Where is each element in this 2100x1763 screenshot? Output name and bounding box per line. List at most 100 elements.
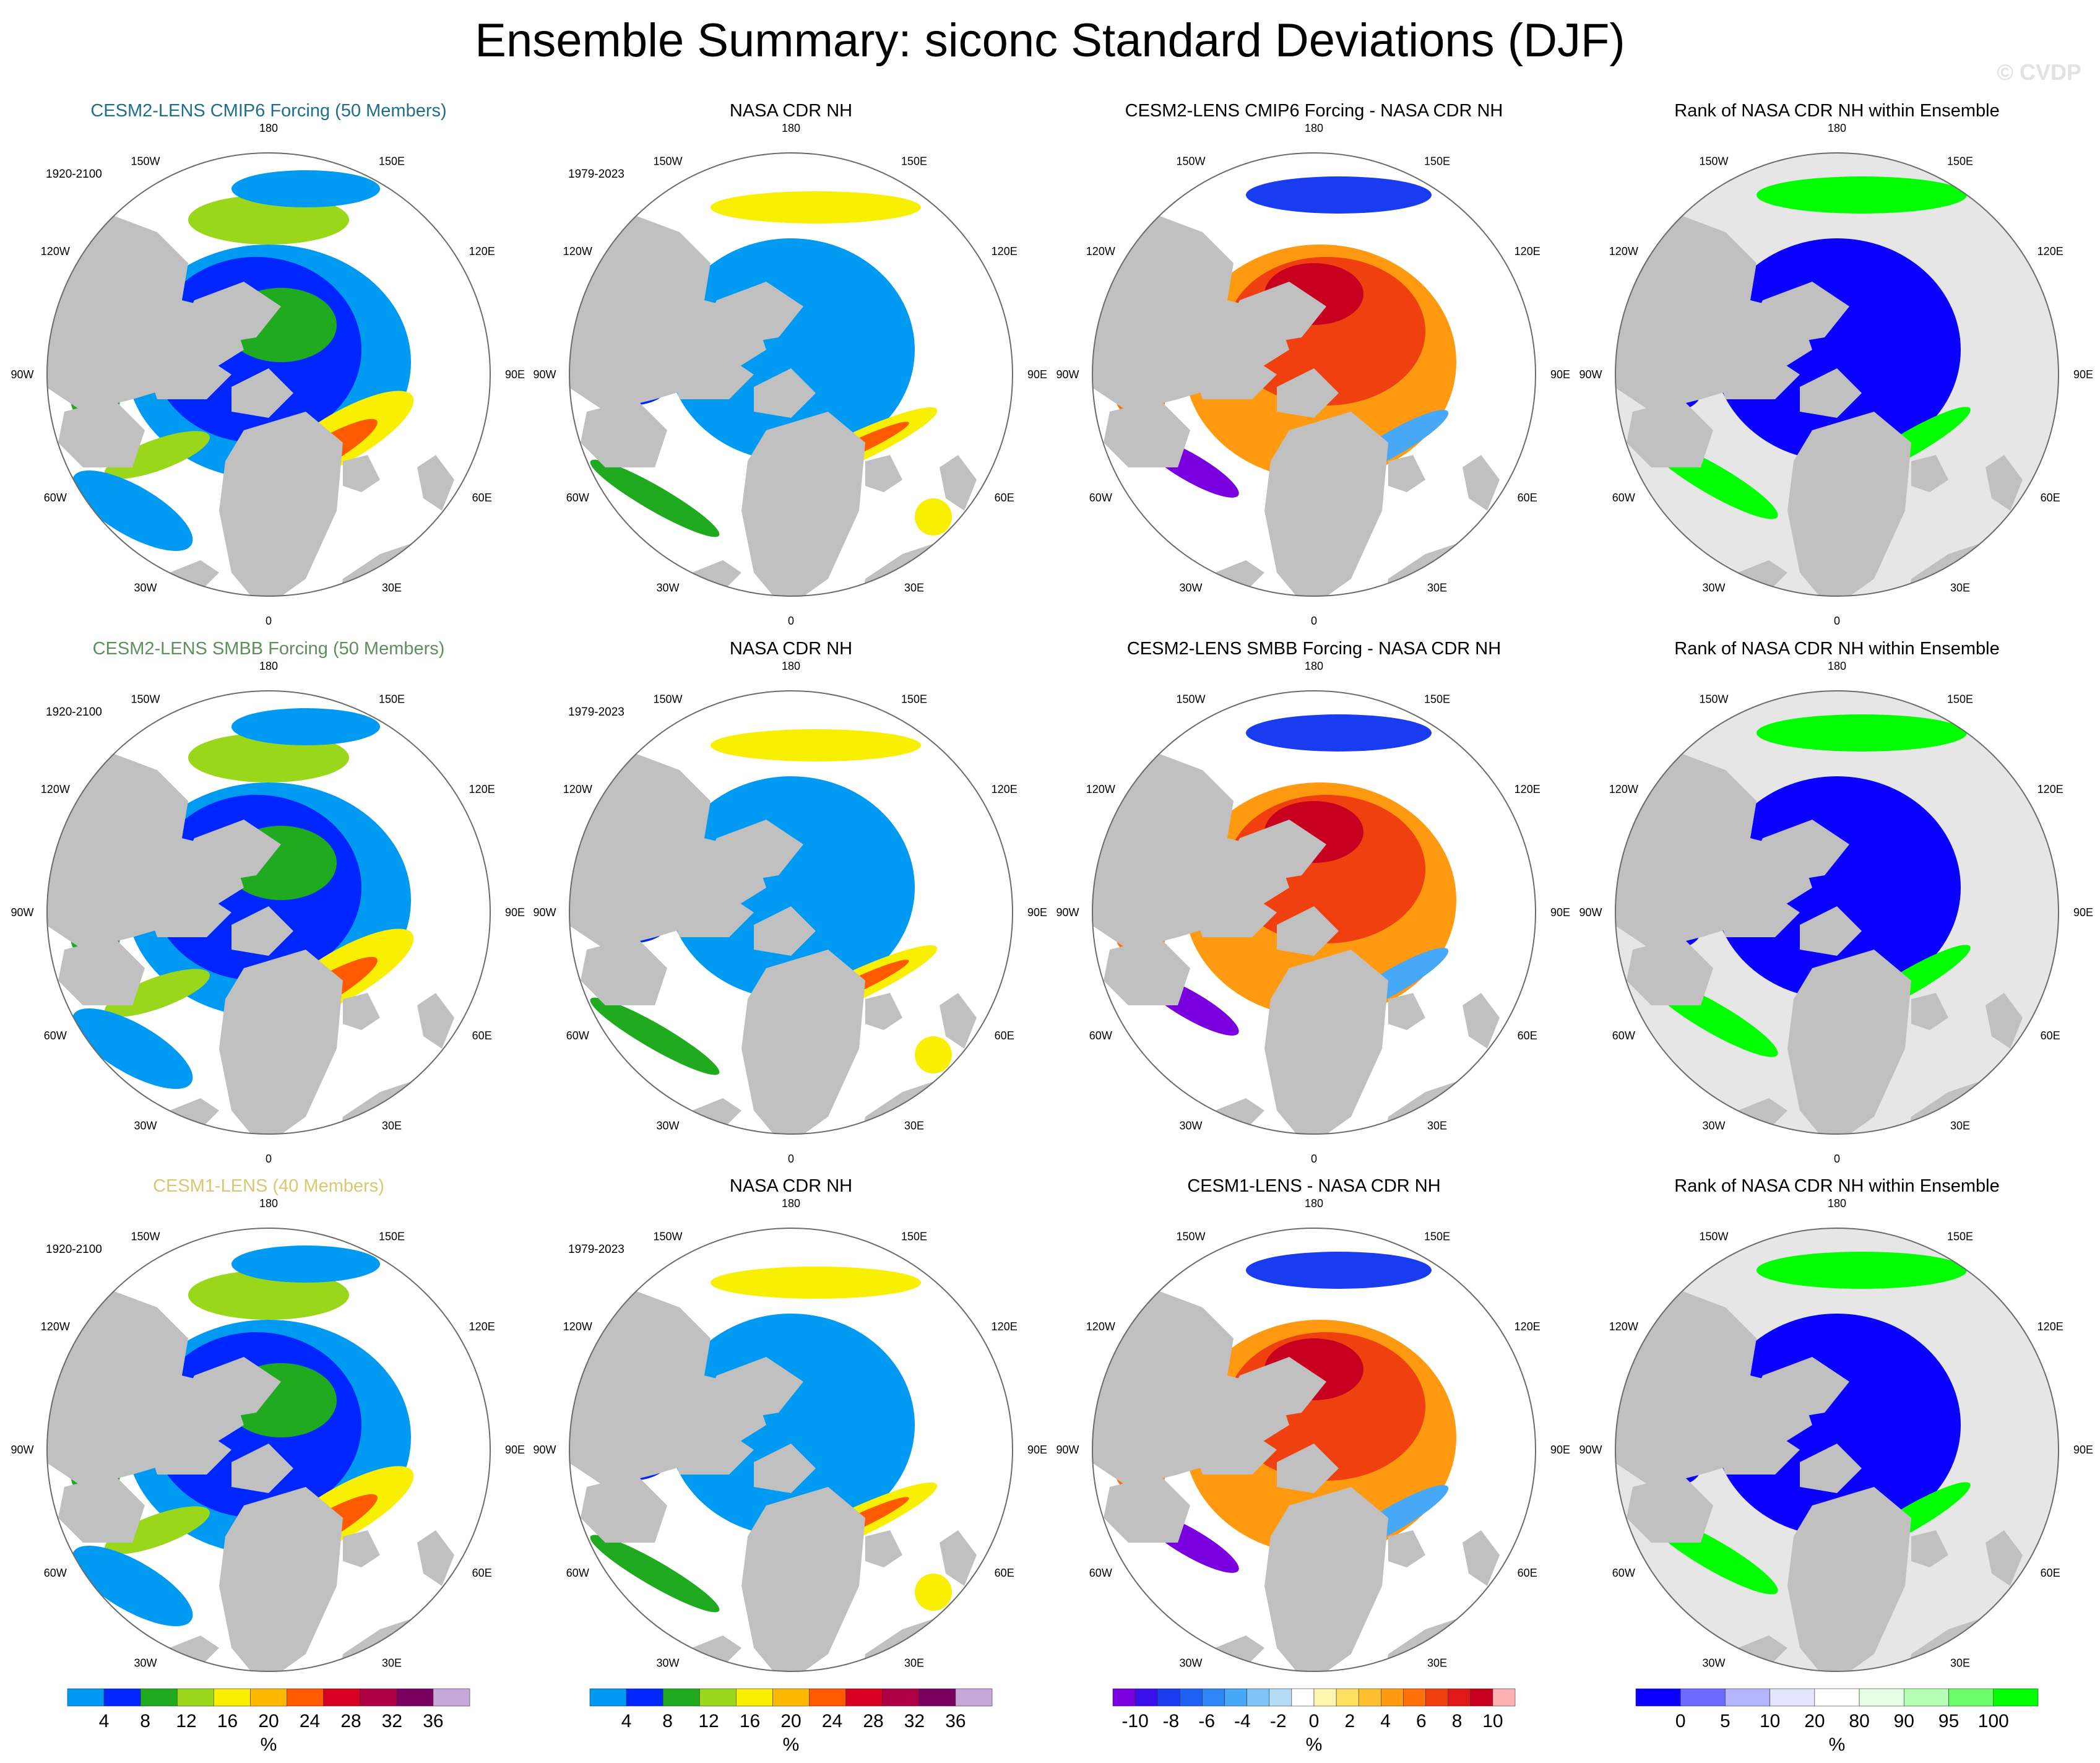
colorbar-swatch bbox=[1993, 1688, 2039, 1707]
panel-title: CESM1-LENS - NASA CDR NH bbox=[1187, 1176, 1441, 1196]
land-archipelago-3 bbox=[1277, 1444, 1339, 1493]
longitude-label: 90E bbox=[1550, 1444, 1570, 1456]
longitude-label: 120E bbox=[1515, 1320, 1540, 1333]
colorbar: -10 -8 -6 -4 -2 0 2 4 6 8 10% bbox=[1112, 1688, 1516, 1755]
land-archipelago-1 bbox=[1227, 820, 1326, 882]
ice-zone-baltic-obs bbox=[915, 1574, 952, 1611]
colorbar-swatch bbox=[1680, 1688, 1726, 1707]
land-russia-west bbox=[2023, 1049, 2059, 1111]
land-archipelago-1 bbox=[1750, 1357, 1849, 1419]
colorbar-swatch bbox=[1291, 1688, 1315, 1707]
longitude-label: 150W bbox=[1699, 155, 1728, 167]
colorbar-swatch bbox=[626, 1688, 663, 1707]
colorbar-swatch bbox=[1112, 1688, 1136, 1707]
land-archipelago-1 bbox=[1227, 1357, 1326, 1419]
land-archipelago-3 bbox=[1800, 906, 1862, 956]
colorbar-tick-label: -6 bbox=[1198, 1711, 1215, 1731]
longitude-label: 150W bbox=[1176, 693, 1205, 705]
longitude-label: 30W bbox=[656, 1120, 679, 1132]
colorbar-swatch bbox=[1635, 1688, 1681, 1707]
land-archipelago-1 bbox=[1750, 820, 1849, 882]
longitude-label: 60E bbox=[2041, 1029, 2060, 1042]
colorbar-swatch bbox=[1725, 1688, 1770, 1707]
longitude-label: 180 bbox=[1305, 660, 1323, 672]
longitude-label: 180 bbox=[782, 122, 800, 134]
colorbar-tick-label: 4 bbox=[1380, 1711, 1391, 1731]
land-archipelago-2 bbox=[1713, 350, 1800, 399]
polar-map: 180150E120E90E60E30E030W60W90W120W150W19… bbox=[533, 1197, 1047, 1702]
colorbar-swatch bbox=[772, 1688, 810, 1707]
longitude-label: 150E bbox=[1424, 1230, 1450, 1242]
longitude-label: 30E bbox=[382, 582, 402, 594]
colorbar-tick-label: 36 bbox=[945, 1711, 966, 1731]
land-russia-west bbox=[977, 1049, 1013, 1111]
ice-zone-siberia bbox=[188, 195, 349, 245]
longitude-label: 120W bbox=[41, 1320, 70, 1333]
land-archipelago-3 bbox=[1800, 368, 1862, 418]
land-russia-west bbox=[2023, 511, 2059, 573]
longitude-label: 90W bbox=[533, 368, 556, 381]
land-labrador bbox=[1104, 937, 1190, 1005]
longitude-label: 180 bbox=[1305, 122, 1323, 134]
panel-title: Rank of NASA CDR NH within Ensemble bbox=[1674, 639, 2000, 659]
land-archipelago-3 bbox=[1277, 906, 1339, 956]
ice-zone-baltic-obs bbox=[915, 1036, 952, 1073]
ice-zone-baltic-obs bbox=[915, 498, 952, 535]
land-novaya-zemlya bbox=[417, 1530, 454, 1586]
colorbar-swatch bbox=[589, 1688, 627, 1707]
longitude-label: 120W bbox=[563, 245, 592, 258]
map-content bbox=[47, 170, 490, 596]
longitude-label: 30W bbox=[1179, 1120, 1202, 1132]
land-svalbard bbox=[343, 455, 380, 492]
land-archipelago-1 bbox=[704, 1357, 803, 1419]
colorbar-swatch bbox=[736, 1688, 773, 1707]
ice-zone-siberia-obs bbox=[711, 729, 921, 761]
colorbar-tick-label: 80 bbox=[1849, 1711, 1869, 1731]
longitude-label: 30E bbox=[1427, 1120, 1447, 1132]
land-archipelago-3 bbox=[754, 906, 816, 956]
longitude-label: 30E bbox=[1427, 1657, 1447, 1670]
land-russia-west bbox=[454, 1586, 490, 1648]
longitude-label: 150W bbox=[1699, 1230, 1728, 1242]
colorbar-tick-label: 28 bbox=[340, 1711, 361, 1731]
colorbar-swatch bbox=[1269, 1688, 1292, 1707]
longitude-label: 150E bbox=[379, 155, 405, 167]
ice-zone-siberia-obs bbox=[711, 191, 921, 223]
longitude-label: 30W bbox=[1702, 582, 1725, 594]
longitude-label: 150E bbox=[1424, 693, 1450, 705]
colorbar-tick-label: 12 bbox=[176, 1711, 196, 1731]
longitude-label: 90E bbox=[505, 906, 525, 919]
colorbar-tick-label: 20 bbox=[1804, 1711, 1825, 1731]
land-svalbard bbox=[1388, 1530, 1425, 1567]
land-archipelago-2 bbox=[667, 350, 754, 399]
colorbar-swatch bbox=[955, 1688, 993, 1707]
map-boundary bbox=[46, 1228, 491, 1672]
colorbar-tick-label: 8 bbox=[662, 1711, 673, 1731]
colorbar-swatch bbox=[396, 1688, 434, 1707]
map-boundary bbox=[1615, 1228, 2059, 1672]
map-boundary bbox=[569, 690, 1013, 1135]
map-boundary bbox=[46, 690, 491, 1135]
longitude-label: 120W bbox=[1086, 245, 1115, 258]
colorbar-swatch bbox=[1425, 1688, 1448, 1707]
longitude-label: 150E bbox=[901, 693, 927, 705]
diff-field-blue-siberia bbox=[1246, 1252, 1432, 1289]
period-label: 1979-2023 bbox=[568, 168, 624, 181]
longitude-label: 150E bbox=[1947, 693, 1973, 705]
longitude-label: 90W bbox=[1579, 906, 1602, 919]
colorbar-swatch bbox=[1336, 1688, 1359, 1707]
colorbar-tick-label: 16 bbox=[740, 1711, 760, 1731]
longitude-label: 60E bbox=[1518, 492, 1537, 504]
longitude-label: 180 bbox=[1305, 1197, 1323, 1210]
longitude-label: 60W bbox=[566, 1567, 589, 1579]
land-archipelago-3 bbox=[754, 368, 816, 418]
land-archipelago-1 bbox=[704, 282, 803, 344]
colorbar-swatch bbox=[1157, 1688, 1180, 1707]
longitude-label: 90E bbox=[1550, 906, 1570, 919]
longitude-label: 180 bbox=[259, 122, 278, 134]
longitude-label: 120W bbox=[1086, 1320, 1115, 1333]
land-russia-west bbox=[1500, 1586, 1536, 1648]
colorbar-swatch bbox=[699, 1688, 737, 1707]
colorbar-swatch bbox=[1403, 1688, 1426, 1707]
longitude-label: 30E bbox=[1950, 582, 1970, 594]
